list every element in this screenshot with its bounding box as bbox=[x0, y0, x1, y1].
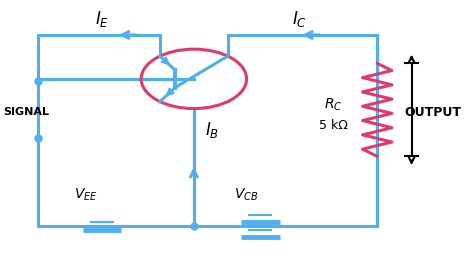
Text: $I_E$: $I_E$ bbox=[95, 9, 109, 29]
Text: OUTPUT: OUTPUT bbox=[405, 106, 462, 119]
Text: $I_C$: $I_C$ bbox=[292, 9, 307, 29]
Text: $I_B$: $I_B$ bbox=[205, 121, 219, 140]
Text: SIGNAL: SIGNAL bbox=[4, 108, 50, 117]
Text: $V_{EE}$: $V_{EE}$ bbox=[74, 187, 98, 203]
Text: $V_{CB}$: $V_{CB}$ bbox=[235, 187, 259, 203]
Text: 5 kΩ: 5 kΩ bbox=[319, 119, 348, 132]
Text: $R_C$: $R_C$ bbox=[324, 97, 343, 113]
